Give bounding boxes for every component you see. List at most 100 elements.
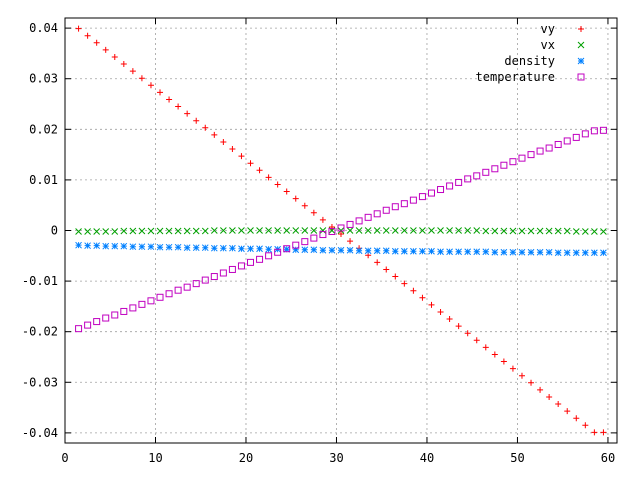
- vx-point: [364, 227, 372, 234]
- density-point: [238, 245, 245, 253]
- vy-point: [166, 96, 173, 103]
- temperature-point: [301, 238, 309, 246]
- vy-point: [473, 337, 480, 344]
- vx-point: [437, 227, 444, 234]
- y-tick-label: -0.01: [22, 274, 58, 288]
- density-point: [292, 246, 300, 254]
- vx-point: [473, 227, 481, 234]
- temperature-point: [599, 126, 607, 134]
- vy-point: [283, 188, 290, 195]
- series-density: [75, 241, 607, 257]
- vx-point: [419, 227, 426, 234]
- temperature-point: [572, 133, 580, 141]
- density-point: [428, 247, 435, 255]
- vx-point: [102, 228, 110, 235]
- density-point: [391, 247, 399, 255]
- vx-point: [464, 227, 472, 234]
- temperature-point: [373, 210, 381, 218]
- density-point: [165, 243, 173, 251]
- vx-point: [274, 227, 282, 234]
- vx-point: [428, 227, 435, 234]
- vy-point: [564, 408, 571, 415]
- vy-point: [111, 53, 118, 60]
- temperature-point: [165, 290, 173, 298]
- temperature-point: [337, 224, 345, 232]
- temperature-point: [437, 186, 445, 194]
- legend-marker-density: [577, 57, 585, 65]
- vy-point: [84, 32, 91, 39]
- vx-point: [581, 228, 589, 235]
- density-point: [545, 248, 553, 256]
- vx-point: [283, 227, 291, 234]
- temperature-point: [382, 206, 390, 214]
- vx-point: [120, 227, 128, 235]
- vy-point: [211, 131, 218, 138]
- vy-point: [229, 146, 236, 153]
- temperature-point: [102, 314, 110, 322]
- temperature-point: [581, 130, 589, 138]
- temperature-point: [274, 248, 282, 256]
- density-point: [455, 248, 462, 256]
- temperature-point: [201, 276, 209, 284]
- temperature-point: [147, 297, 155, 305]
- density-point: [301, 246, 309, 254]
- temperature-point: [409, 196, 417, 204]
- density-point: [220, 244, 227, 252]
- temperature-point: [219, 269, 227, 277]
- density-point: [437, 248, 444, 256]
- temperature-point: [482, 168, 490, 176]
- vy-point: [75, 25, 82, 32]
- legend-label-vx: vx: [541, 38, 555, 52]
- density-point: [382, 247, 390, 255]
- density-point: [265, 245, 272, 253]
- vx-point: [220, 227, 227, 234]
- temperature-point: [183, 283, 191, 291]
- vy-point: [446, 316, 453, 323]
- vy-point: [600, 429, 607, 436]
- vx-point: [600, 228, 607, 235]
- vy-point: [175, 103, 182, 110]
- vy-point: [301, 202, 308, 209]
- vy-point: [464, 330, 471, 337]
- density-point: [346, 246, 354, 254]
- temperature-point: [554, 140, 562, 148]
- vy-point: [383, 266, 390, 273]
- vy-point: [591, 429, 598, 436]
- density-point: [328, 246, 336, 254]
- density-point: [482, 248, 490, 256]
- vx-point: [129, 227, 137, 235]
- temperature-point: [129, 304, 137, 312]
- x-tick-label: 30: [329, 451, 343, 465]
- vy-point: [537, 386, 544, 393]
- temperature-point: [473, 172, 481, 180]
- temperature-point: [464, 175, 472, 183]
- vx-point: [355, 227, 363, 234]
- density-point: [147, 243, 155, 251]
- density-point: [464, 248, 472, 256]
- vy-point: [310, 209, 317, 216]
- y-tick-label: -0.02: [22, 325, 58, 339]
- vy-point: [129, 68, 136, 75]
- density-point: [518, 248, 526, 256]
- y-tick-label: -0.03: [22, 375, 58, 389]
- legend-label-density: density: [504, 54, 555, 68]
- vy-point: [347, 238, 354, 245]
- vx-point: [554, 227, 562, 235]
- density-point: [93, 242, 101, 250]
- vx-point: [192, 227, 200, 235]
- density-point: [527, 248, 535, 256]
- density-point: [572, 249, 580, 257]
- density-point: [591, 249, 598, 257]
- vy-point: [374, 259, 381, 266]
- vx-point: [500, 227, 508, 235]
- legend-marker-vx: [577, 41, 585, 49]
- vy-point: [410, 287, 417, 294]
- vx-point: [292, 227, 300, 234]
- density-point: [419, 247, 426, 255]
- density-point: [75, 241, 82, 249]
- temperature-point: [256, 255, 264, 263]
- vy-point: [500, 358, 507, 365]
- vx-point: [563, 227, 571, 235]
- density-point: [156, 243, 164, 251]
